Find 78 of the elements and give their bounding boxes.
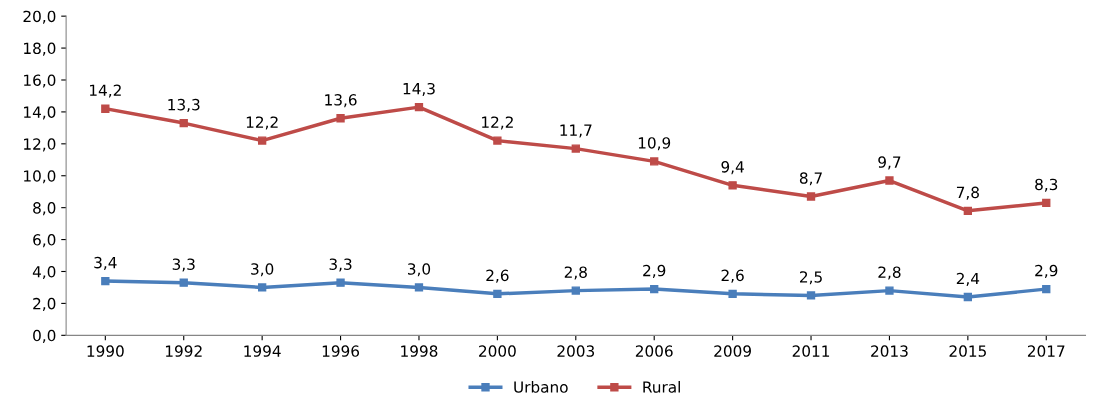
data-label: 14,2 bbox=[90, 84, 121, 98]
data-label: 14,3 bbox=[403, 82, 435, 96]
data-label: 2,8 bbox=[564, 266, 587, 280]
point bbox=[493, 289, 502, 298]
point bbox=[650, 284, 659, 294]
point bbox=[728, 181, 737, 190]
x-tick-label: 2017 bbox=[1027, 345, 1065, 357]
data-label: 3,3 bbox=[329, 258, 352, 272]
data-label: 9,4 bbox=[721, 161, 744, 175]
x-tick-label: 2009 bbox=[714, 345, 751, 357]
x-tick-label: 2003 bbox=[557, 345, 595, 357]
x-tick-label: 2006 bbox=[635, 345, 673, 357]
y-tick-label: 12,0 bbox=[24, 138, 56, 152]
point bbox=[571, 144, 580, 153]
x-tick-label: 2000 bbox=[479, 345, 516, 357]
point bbox=[1042, 284, 1051, 294]
point bbox=[806, 291, 816, 300]
data-label: 3,4 bbox=[94, 256, 117, 270]
data-label: 2,6 bbox=[721, 269, 744, 283]
data-label: 3,3 bbox=[172, 258, 195, 272]
point bbox=[493, 136, 502, 145]
y-tick-label: 2,0 bbox=[33, 297, 56, 311]
point bbox=[101, 276, 110, 286]
legend-label: Urbano bbox=[514, 380, 568, 393]
data-label: 7,8 bbox=[956, 186, 979, 200]
point bbox=[257, 136, 267, 145]
point bbox=[728, 289, 737, 298]
legend-label: Rural bbox=[643, 380, 680, 393]
data-label: 12,2 bbox=[246, 116, 278, 130]
data-label: 2,5 bbox=[800, 271, 822, 285]
data-label: 10,9 bbox=[638, 137, 671, 151]
y-tick-label: 4,0 bbox=[32, 265, 56, 280]
y-tick-label: 8,0 bbox=[33, 202, 56, 216]
data-label: 13,6 bbox=[325, 94, 357, 108]
y-tick-label: 6,0 bbox=[33, 234, 56, 248]
data-label: 11,7 bbox=[560, 124, 592, 138]
point bbox=[806, 192, 816, 201]
point bbox=[571, 286, 580, 295]
data-label: 2,6 bbox=[486, 269, 509, 283]
data-label: 12,2 bbox=[482, 116, 513, 130]
x-tick-label: 1994 bbox=[244, 345, 281, 357]
x-tick-label: 1996 bbox=[322, 345, 360, 357]
point bbox=[414, 283, 424, 292]
y-tick-label: 0,0 bbox=[33, 329, 56, 343]
point bbox=[101, 104, 110, 113]
y-tick-label: 16,0 bbox=[24, 74, 56, 88]
data-label: 2,9 bbox=[1035, 264, 1058, 278]
x-tick-label: 2011 bbox=[792, 345, 830, 357]
point bbox=[414, 102, 424, 112]
data-label: 2,8 bbox=[878, 266, 901, 280]
y-tick-label: 10,0 bbox=[24, 170, 56, 184]
y-tick-label: 18,0 bbox=[24, 42, 56, 56]
data-label: 2,4 bbox=[956, 272, 980, 286]
point bbox=[257, 283, 267, 292]
data-label: 3,0 bbox=[407, 263, 431, 277]
point bbox=[885, 176, 894, 185]
x-tick-label: 1990 bbox=[87, 345, 124, 357]
x-tick-label: 2015 bbox=[949, 345, 986, 357]
point bbox=[963, 206, 973, 216]
y-tick-label: 20,0 bbox=[23, 10, 56, 24]
data-label: 13,3 bbox=[168, 98, 200, 112]
point bbox=[650, 157, 659, 166]
point bbox=[885, 286, 894, 295]
x-tick-label: 2013 bbox=[871, 345, 908, 357]
point bbox=[336, 114, 345, 123]
point bbox=[1042, 198, 1051, 208]
point bbox=[179, 278, 188, 287]
x-tick-label: 1992 bbox=[165, 345, 202, 357]
x-tick-label: 1998 bbox=[401, 345, 438, 357]
data-label: 8,7 bbox=[799, 172, 822, 186]
point bbox=[963, 292, 973, 302]
data-label: 9,7 bbox=[878, 156, 901, 170]
point bbox=[179, 118, 188, 128]
y-tick-label: 14,0 bbox=[24, 106, 56, 120]
point bbox=[336, 278, 345, 287]
data-label: 3,0 bbox=[251, 263, 274, 277]
data-label: 2,9 bbox=[643, 264, 666, 278]
data-label: 8,3 bbox=[1035, 178, 1058, 192]
